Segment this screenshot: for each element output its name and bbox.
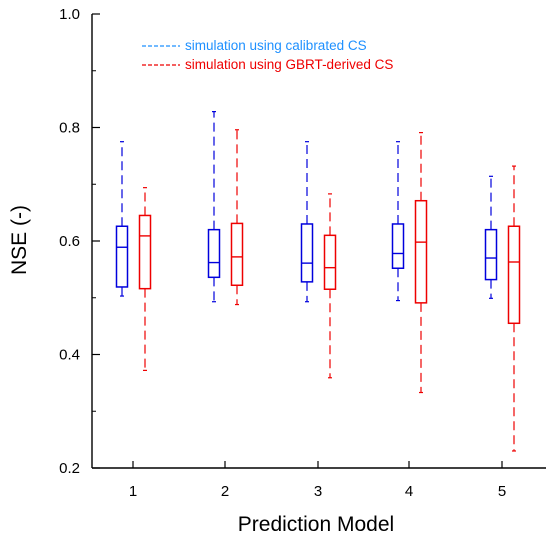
x-tick-label: 3 — [314, 483, 322, 500]
y-tick-label: 0.6 — [59, 233, 80, 250]
interquartile-box — [300, 223, 314, 283]
x-tick-label: 2 — [221, 483, 229, 500]
box-series-group — [115, 111, 521, 452]
interquartile-box — [138, 214, 152, 290]
legend: simulation using calibrated CS simulation… — [142, 38, 393, 72]
box-calibrated-model-3 — [300, 141, 314, 303]
box-gbrt-model-5 — [507, 165, 521, 452]
interquartile-box — [507, 225, 521, 325]
interquartile-box — [230, 222, 244, 287]
y-tick-label: 0.4 — [59, 347, 80, 364]
x-tick-label: 5 — [498, 483, 506, 500]
legend-entry: simulation using calibrated CS — [185, 38, 367, 53]
x-tick-label: 4 — [405, 483, 413, 500]
y-tick-label: 1.0 — [59, 6, 80, 23]
box-calibrated-model-4 — [391, 141, 405, 302]
interquartile-box — [414, 199, 428, 304]
y-tick-label: 0.8 — [59, 120, 80, 137]
box-gbrt-model-3 — [323, 193, 337, 379]
box-calibrated-model-2 — [207, 111, 221, 303]
interquartile-box — [391, 223, 405, 269]
box-gbrt-model-2 — [230, 129, 244, 306]
box-calibrated-model-5 — [484, 175, 498, 299]
interquartile-box — [115, 225, 129, 288]
interquartile-box — [484, 228, 498, 281]
plot-axes: 0.2 0.4 0.6 0.8 1.0 1 2 3 4 5 — [59, 6, 546, 500]
x-tick-label: 1 — [129, 483, 137, 500]
interquartile-box — [323, 234, 337, 290]
y-axis-label: NSE (-) — [8, 205, 31, 275]
box-gbrt-model-4 — [414, 132, 428, 394]
box-calibrated-model-1 — [115, 141, 129, 297]
box-gbrt-model-1 — [138, 187, 152, 371]
legend-entry: simulation using GBRT-derived CS — [185, 57, 393, 72]
interquartile-box — [207, 228, 221, 279]
y-tick-label: 0.2 — [59, 460, 80, 477]
x-axis-label: Prediction Model — [238, 513, 394, 536]
